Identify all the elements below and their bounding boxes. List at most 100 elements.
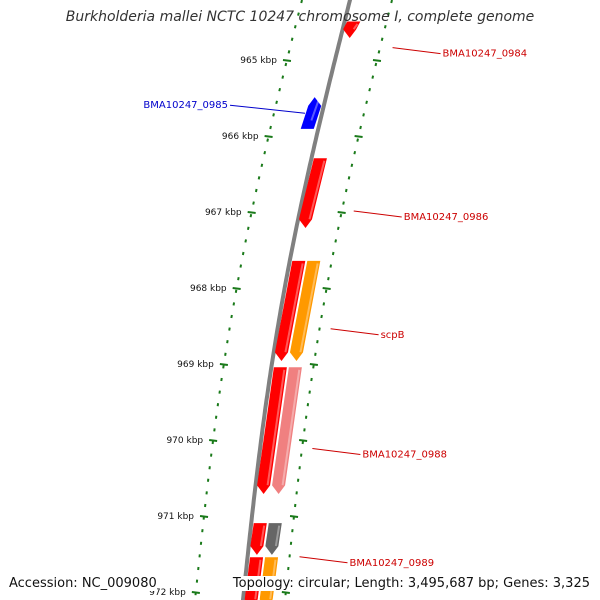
tick-label: 965 kbp [240,56,277,66]
minor-tick-outer [390,0,393,4]
major-tick-inner [282,59,292,62]
gene-0988-leader [312,448,361,455]
minor-tick-outer [377,50,381,54]
tick-label: 967 kbp [205,208,242,218]
minor-tick-inner [239,264,243,268]
gene-0985-gene [300,97,322,129]
minor-tick-inner [281,75,285,79]
minor-tick-outer [365,100,368,105]
major-tick-outer [354,135,363,138]
minor-tick-outer [322,302,326,306]
minor-tick-inner [249,213,253,218]
minor-tick-inner [300,0,303,4]
major-tick-inner [191,591,200,594]
minor-tick-inner [290,37,294,42]
topology-label: Topology: circular; Length: 3,495,687 bp… [232,576,590,591]
minor-tick-outer [320,314,323,319]
minor-tick-inner [263,150,267,155]
minor-tick-outer [353,150,357,155]
minor-tick-outer [356,138,359,142]
accession-label: Accession: NC_009080 [9,576,157,591]
minor-tick-inner [269,125,272,130]
gene-0984-leader [392,47,441,55]
minor-tick-outer [359,125,362,130]
tick-label: 970 kbp [166,436,203,446]
gene-0988a-highlight [266,369,286,486]
major-tick-inner [199,515,209,518]
gene-0984-label: BMA10247_0984 [443,49,528,60]
minor-tick-outer [350,163,354,168]
tick-label: 971 kbp [157,512,194,522]
minor-tick-inner [252,201,255,205]
minor-tick-inner [293,24,297,29]
minor-tick-inner [254,188,258,193]
gene-0985-label: BMA10247_0985 [143,100,228,111]
gene-0984-highlight [352,23,359,30]
minor-tick-inner [284,62,288,67]
major-tick-outer [281,591,290,594]
major-tick-outer [337,211,346,214]
minor-tick-outer [347,176,351,180]
tick-label: 972 kbp [149,588,186,598]
major-tick-outer [299,439,308,442]
minor-tick-outer [324,289,328,293]
gene-0988-gene [272,367,302,495]
minor-tick-inner [278,87,282,92]
minor-tick-outer [331,251,335,256]
gene-0988a-gene [257,367,287,495]
minor-tick-inner [275,100,278,105]
map-title: Burkholderia mallei NCTC 10247 chromosom… [65,9,535,25]
tick-label: 966 kbp [222,132,259,142]
minor-tick-outer [344,188,348,193]
minor-tick-inner [266,138,269,142]
gene-0986-gene [298,158,327,229]
minor-tick-inner [246,226,250,231]
minor-tick-inner [234,289,238,293]
minor-tick-outer [342,201,345,205]
minor-tick-outer [374,62,378,67]
major-tick-outer [372,59,382,62]
minor-tick-outer [362,113,365,117]
major-tick-inner [232,287,241,290]
tick-label: 969 kbp [177,360,214,370]
minor-tick-inner [244,239,247,243]
minor-tick-inner [287,50,291,54]
gene-0988-label: BMA10247_0988 [362,450,447,461]
gene-0989-gene [265,523,282,555]
gene-scpB-label: scpB [381,330,405,341]
tick-label: 968 kbp [190,284,227,294]
major-tick-outer [309,363,318,366]
minor-tick-outer [371,75,375,79]
minor-tick-inner [260,163,264,168]
minor-tick-outer [318,327,321,331]
major-tick-inner [264,135,273,138]
genome-backbone [240,0,353,600]
minor-tick-outer [387,12,390,16]
minor-tick-outer [380,37,384,42]
minor-tick-inner [257,176,261,180]
gene-scpB-highlight [299,263,319,353]
gene-0987a-highlight [284,263,304,353]
gene-0988-highlight [281,369,301,486]
minor-tick-outer [336,226,340,231]
gene-0986-leader [353,210,402,218]
gene-0985-highlight [310,99,320,121]
major-tick-outer [289,515,299,518]
minor-tick-inner [297,12,300,16]
major-tick-inner [219,363,228,366]
minor-tick-inner [230,314,233,319]
gene-0989-leader [299,556,348,564]
minor-tick-outer [383,24,387,29]
gene-0987a-gene [274,260,306,362]
minor-tick-inner [272,113,275,117]
gene-0989-label: BMA10247_0989 [350,558,435,569]
gene-0986-label: BMA10247_0986 [404,212,489,223]
gene-0984-gene [343,21,361,39]
minor-tick-outer [327,277,330,281]
major-tick-outer [322,287,331,290]
gene-0989a-highlight [259,525,266,547]
gene-0985-leader [229,104,306,114]
major-tick-inner [247,211,256,214]
